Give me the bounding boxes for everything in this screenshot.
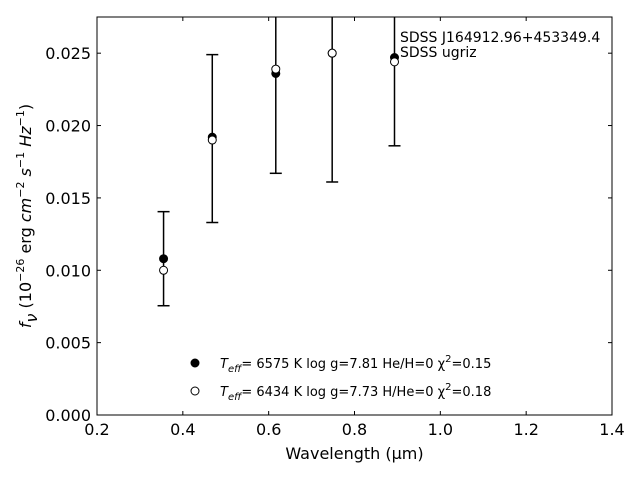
- y-tick-label: 0.015: [45, 189, 91, 208]
- point-filled: [159, 254, 169, 264]
- y-tick-label: 0.000: [45, 406, 91, 425]
- x-tick-label: 0.4: [170, 420, 195, 439]
- y-tick-label: 0.010: [45, 261, 91, 280]
- x-axis-label: Wavelength (μm): [285, 444, 423, 463]
- x-tick-label: 1.0: [428, 420, 453, 439]
- annotation-line: SDSS ugriz: [400, 45, 477, 61]
- error-bars: [157, 17, 401, 307]
- point-open: [271, 64, 281, 74]
- x-tick-label: 1.2: [513, 420, 538, 439]
- y-tick-label: 0.005: [45, 334, 91, 353]
- y-tick-label: 0.025: [45, 44, 91, 63]
- point-open: [159, 265, 169, 275]
- point-open: [207, 135, 217, 145]
- point-open: [327, 48, 337, 58]
- x-tick-label: 1.4: [599, 420, 624, 439]
- y-axis-label: fν (10−26 erg cm−2 s−1 Hz−1): [14, 104, 41, 328]
- legend-marker: [190, 386, 200, 396]
- legend-marker: [190, 358, 200, 368]
- y-tick-label: 0.020: [45, 117, 91, 136]
- x-tick-label: 0.8: [342, 420, 367, 439]
- x-tick-label: 0.2: [84, 420, 109, 439]
- point-open: [389, 57, 399, 67]
- legend-label: Teff= 6575 K log g=7.81 He/H=0 χ2=0.15: [220, 354, 491, 375]
- legend-label: Teff= 6434 K log g=7.73 H/He=0 χ2=0.18: [220, 382, 491, 403]
- x-tick-label: 0.6: [256, 420, 281, 439]
- annotation-line: SDSS J164912.96+453349.4: [400, 30, 600, 46]
- plot-frame: [96, 16, 613, 416]
